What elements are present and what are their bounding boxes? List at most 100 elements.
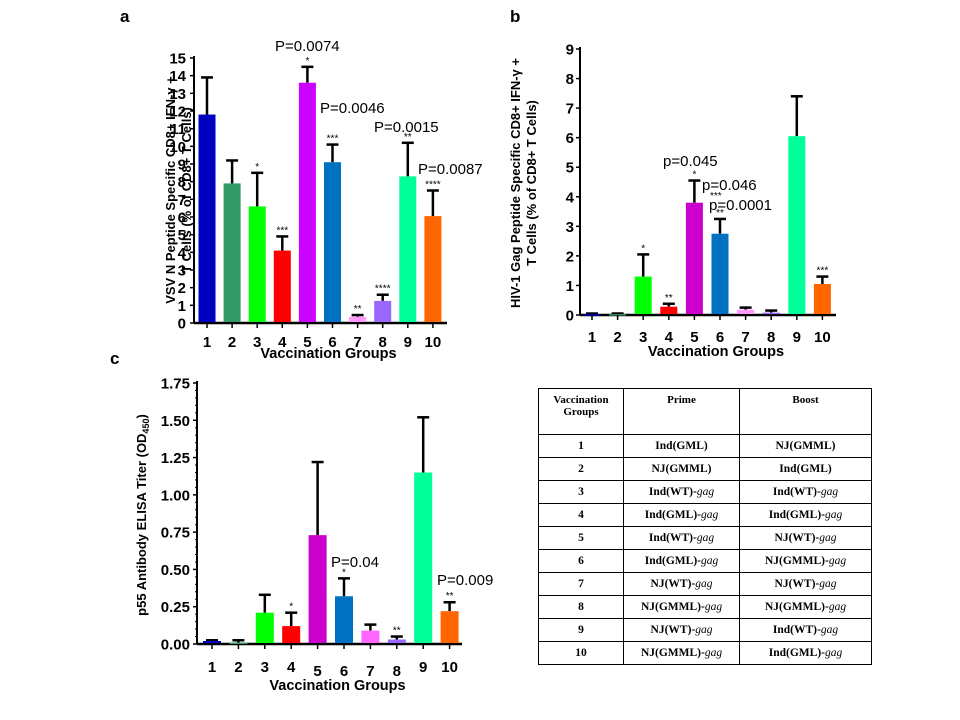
cell-boost-text: Ind(GML)- (768, 647, 825, 659)
x-tick-label: 3 (261, 659, 269, 676)
significance-marker: * (289, 602, 293, 613)
y-tick-label: 2 (566, 248, 574, 265)
y-tick-label: 1.75 (161, 376, 190, 393)
y-tick-label: 14 (169, 68, 186, 85)
cell-boost-text: Ind(GML)- (768, 509, 825, 521)
y-axis-title: VSV N Peptide Specific CD8+ IFN-γ + (163, 76, 178, 304)
bar-group-6 (711, 233, 729, 314)
p-value-annotation: p=0.0001 (709, 197, 772, 214)
x-tick-label: 5 (313, 663, 321, 680)
bar-group-5 (308, 535, 327, 643)
significance-marker: ** (716, 208, 724, 219)
p-value-annotation: P=0.0046 (320, 100, 385, 117)
cell-boost-text: NJ(GMML)- (764, 555, 829, 567)
vaccination-groups-table: Vaccination Groups Prime Boost 1 Ind(GML)… (538, 388, 872, 665)
y-tick-label: 15 (169, 51, 186, 68)
cell-group: 8 (538, 595, 624, 619)
cell-prime-gene: gag (696, 532, 715, 544)
cell-boost: NJ(GMML) (739, 434, 872, 458)
bar-group-5 (298, 82, 316, 322)
cell-group: 1 (538, 434, 624, 458)
x-tick-label: 4 (665, 329, 674, 346)
header-vaccination-groups: Vaccination Groups (538, 388, 624, 435)
cell-prime: NJ(WT)-gag (623, 572, 740, 596)
cell-boost: Ind(GML) (739, 457, 872, 481)
x-tick-label: 2 (613, 329, 621, 346)
significance-marker: *** (327, 134, 339, 145)
bar-group-1 (583, 314, 601, 316)
cell-prime: Ind(GML)-gag (623, 503, 740, 527)
y-tick-label: 4 (178, 245, 187, 262)
x-tick-label: 7 (366, 663, 374, 680)
p-value-annotation: p=0.045 (663, 153, 718, 170)
cell-boost-text: NJ(WT)- (774, 578, 820, 590)
cell-prime: Ind(GML)-gag (623, 549, 740, 573)
significance-marker: *** (276, 225, 288, 236)
cell-group-text: 1 (578, 440, 584, 452)
bar-group-7 (349, 316, 367, 322)
cell-group-text: 2 (578, 463, 584, 475)
x-tick-label: 10 (441, 659, 458, 676)
p-value-annotation: P=0.0087 (418, 161, 483, 178)
x-tick-label: 9 (419, 659, 427, 676)
cell-prime-gene: gag (695, 578, 713, 590)
cell-boost-gene: gag (820, 624, 839, 636)
x-tick-label: 8 (767, 329, 775, 346)
y-tick-label: 8 (566, 71, 574, 88)
x-tick-label: 2 (234, 659, 242, 676)
x-axis-title: Vaccination Groups (260, 346, 396, 362)
y-tick-label: 7 (566, 101, 574, 118)
table-row: 10 NJ(GMML)-gag Ind(GML)-gag (538, 641, 872, 665)
cell-boost-text: Ind(GML) (779, 463, 832, 475)
cell-prime: NJ(WT)-gag (623, 618, 740, 642)
cell-group: 5 (538, 526, 624, 550)
cell-boost: NJ(WT)-gag (739, 572, 872, 596)
y-tick-label: 0 (178, 316, 186, 333)
table-row: 2 NJ(GMML) Ind(GML) (538, 457, 872, 481)
cell-prime-text: NJ(GMML)- (640, 601, 705, 613)
cell-prime: Ind(GML) (623, 434, 740, 458)
y-tick-label: 13 (169, 86, 186, 103)
panel-letter: c (110, 349, 119, 368)
x-tick-label: 3 (639, 329, 647, 346)
cell-group-text: 6 (578, 555, 584, 567)
bar-group-2 (229, 642, 248, 645)
significance-marker: ** (404, 132, 412, 143)
table-header-row: Vaccination Groups Prime Boost (538, 388, 872, 435)
bar-group-4 (660, 306, 678, 314)
significance-marker: *** (817, 266, 829, 277)
bar-group-3 (634, 276, 652, 314)
cell-boost-gene: gag (820, 486, 839, 498)
cell-prime-gene: gag (695, 624, 713, 636)
cell-prime-gene: gag (704, 601, 723, 613)
cell-group-text: 4 (578, 509, 584, 521)
cell-prime-gene: gag (700, 555, 719, 567)
cell-prime-text: Ind(WT)- (648, 532, 697, 544)
cell-boost-gene: gag (828, 555, 847, 567)
y-axis-title: p55 Antibody ELISA Titer (OD450) (134, 414, 151, 616)
cell-group: 9 (538, 618, 624, 642)
significance-marker: **** (375, 284, 391, 295)
significance-marker: * (342, 567, 346, 578)
cell-prime: Ind(WT)-gag (623, 526, 740, 550)
table-row: 9 NJ(WT)-gag Ind(WT)-gag (538, 618, 872, 642)
y-tick-label: 3 (178, 263, 186, 280)
y-tick-label: 1.50 (161, 413, 190, 430)
y-tick-label: 5 (178, 227, 186, 244)
y-tick-label: 12 (169, 104, 186, 121)
x-tick-label: 1 (203, 334, 211, 351)
x-tick-label: 6 (328, 334, 336, 351)
table-row: 6 Ind(GML)-gag NJ(GMML)-gag (538, 549, 872, 573)
cell-prime-text: NJ(GMML) (651, 463, 712, 475)
bar-group-10 (440, 611, 459, 643)
y-tick-label: 0.75 (161, 525, 190, 542)
y-tick-label: 6 (178, 210, 186, 227)
x-tick-label: 8 (393, 663, 401, 680)
bar-group-4 (282, 626, 301, 643)
cell-prime: Ind(WT)-gag (623, 480, 740, 504)
p-value-annotation: *** (710, 191, 722, 202)
cell-prime-text: Ind(GML)- (644, 555, 701, 567)
cell-boost-text: Ind(WT)- (772, 486, 821, 498)
bar-group-9 (414, 472, 433, 643)
